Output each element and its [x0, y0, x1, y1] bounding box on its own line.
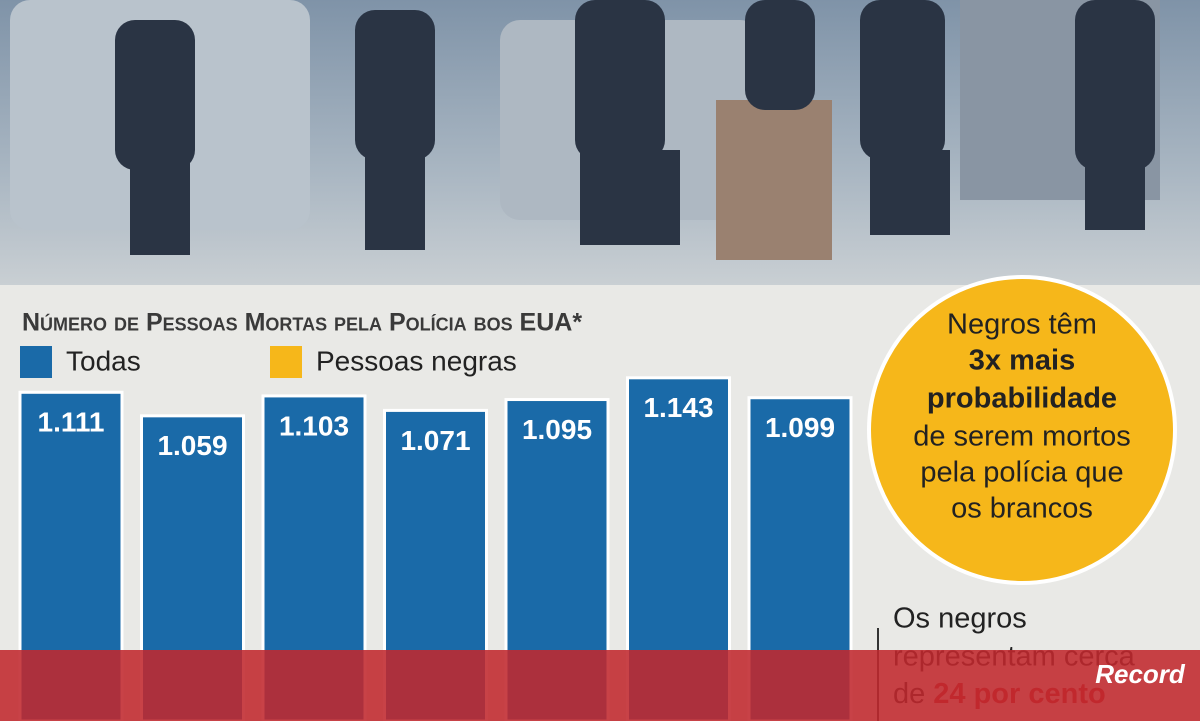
- legend-label: Pessoas negras: [316, 345, 517, 376]
- photo: [0, 0, 1200, 285]
- chart-title: Número de Pessoas Mortas pela Polícia bo…: [22, 309, 582, 337]
- callout-line: de serem mortos: [913, 421, 1131, 453]
- footer-band: [0, 650, 1200, 721]
- callout-line: probabilidade: [927, 383, 1117, 415]
- callout-text: Negros têm 3x mais probabilidade de serem m…: [913, 309, 1131, 525]
- value-label: 1.095: [522, 414, 592, 445]
- legend-swatch: [270, 346, 302, 378]
- legend-swatch: [20, 346, 52, 378]
- callout-line: 3x mais: [969, 345, 1075, 377]
- value-label: 1.059: [157, 430, 227, 461]
- value-label: 1.099: [765, 412, 835, 443]
- logo: Record: [1095, 659, 1186, 689]
- value-label: 1.071: [400, 425, 470, 456]
- callout-circle: [867, 275, 1177, 585]
- legend-label: Todas: [66, 345, 141, 376]
- value-label: 1.111: [38, 407, 105, 438]
- side-line: Os negros: [893, 603, 1027, 635]
- value-label: 1.103: [279, 410, 349, 441]
- value-label: 1.143: [643, 392, 713, 423]
- callout-line: Negros têm: [947, 309, 1097, 341]
- callout-line: os brancos: [951, 493, 1093, 525]
- callout-line: pela polícia que: [920, 457, 1123, 489]
